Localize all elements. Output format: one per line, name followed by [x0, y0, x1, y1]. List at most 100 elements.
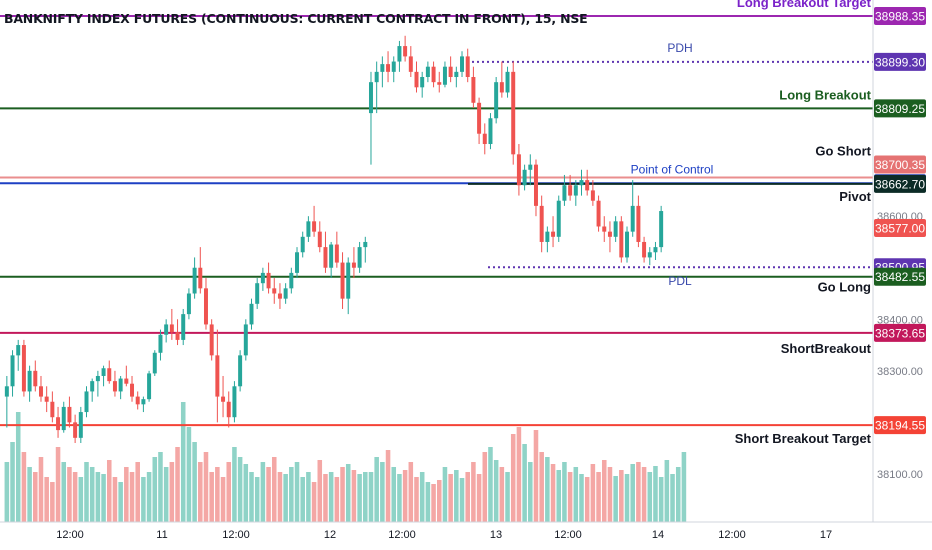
candle-body — [255, 283, 260, 304]
volume-bar — [89, 467, 95, 522]
time-tick-label: 12 — [324, 529, 336, 541]
candle-body — [295, 252, 300, 273]
candle-body — [186, 293, 191, 315]
candle-body — [471, 77, 476, 103]
volume-bar — [351, 470, 357, 522]
time-tick-label: 12:00 — [388, 529, 416, 541]
candle-body — [334, 244, 339, 263]
volume-bar — [33, 472, 38, 522]
candle-body — [84, 391, 89, 413]
volume-bar — [198, 462, 203, 522]
volume-bar — [180, 402, 186, 522]
candle-body — [164, 324, 169, 335]
volume-bar — [567, 472, 573, 522]
candle-body — [283, 288, 288, 299]
price-tag-value: 38662.70 — [875, 177, 925, 191]
candle-body — [78, 412, 83, 438]
volume-bar — [340, 467, 345, 522]
volume-bar — [334, 477, 340, 522]
candle-body — [579, 180, 584, 186]
volume-bar — [488, 447, 493, 522]
candle-body — [613, 221, 618, 237]
volume-bar — [630, 464, 635, 522]
volume-bar — [345, 464, 351, 522]
volume-bar — [266, 467, 271, 522]
candle-body — [636, 205, 641, 242]
price-tick-label: 38300.00 — [877, 366, 923, 378]
candle-body — [408, 56, 413, 72]
candle-body — [95, 375, 100, 382]
volume-bar — [186, 427, 192, 522]
volume-bar — [72, 472, 78, 522]
candle-body — [420, 77, 425, 88]
candle-body — [329, 244, 334, 268]
volume-bar — [146, 472, 152, 522]
volume-bar — [141, 477, 146, 522]
volume-bar — [129, 472, 135, 522]
volume-bar — [436, 480, 442, 522]
volume-bar — [402, 470, 408, 522]
volume-bar — [493, 460, 499, 522]
volume-bar — [175, 447, 180, 522]
volume-bar — [61, 462, 67, 522]
volume-bar — [471, 462, 476, 522]
volume-bar — [10, 442, 15, 522]
volume-bar — [317, 460, 323, 522]
candle-body — [351, 262, 356, 268]
volume-bar — [636, 462, 641, 522]
price-tag-value: 38577.00 — [875, 222, 925, 236]
level-labels: Long Breakout Target PDH Long Breakout Go S… — [631, 0, 872, 446]
candle-body — [101, 368, 106, 376]
level-label: Go Short — [815, 143, 871, 158]
volume-bar — [106, 460, 112, 522]
volume-bar — [368, 472, 374, 522]
volume-bar — [323, 474, 328, 522]
candle-body — [659, 211, 664, 248]
candle-body — [619, 221, 624, 258]
price-tag — [874, 174, 926, 193]
level-label: Long Breakout Target — [737, 0, 872, 10]
candle-body — [112, 381, 117, 392]
candle-body — [653, 247, 658, 253]
volume-bar — [4, 462, 10, 522]
candle-body — [556, 200, 561, 237]
volume-bar — [38, 457, 44, 522]
candle-body — [203, 288, 208, 325]
candle-body — [607, 231, 612, 237]
candle-body — [16, 345, 21, 356]
volume-bar — [294, 462, 300, 522]
volume-bars — [4, 402, 687, 522]
volume-bar — [624, 474, 630, 522]
candle-body — [386, 64, 391, 72]
candle-body — [340, 262, 345, 299]
price-tag — [874, 52, 926, 71]
candle-body — [488, 118, 493, 145]
candle-body — [397, 46, 402, 62]
volume-bar — [232, 447, 237, 522]
candle-body — [630, 205, 635, 232]
price-tag-value: 38482.55 — [875, 270, 925, 284]
candle-body — [4, 386, 9, 397]
volume-bar — [476, 474, 482, 522]
volume-bar — [425, 482, 431, 522]
candle-body — [499, 82, 504, 93]
time-axis[interactable]: 12:00 11 12:00 12 12:00 13 12:00 14 12:00 17 — [56, 529, 832, 541]
chart-title: BANKNIFTY INDEX FUTURES (CONTINUOUS: CUR… — [4, 11, 588, 26]
price-tick-label: 38400.00 — [877, 314, 923, 326]
candle-body — [533, 164, 538, 206]
candle-body — [175, 332, 180, 340]
candle-body — [21, 345, 26, 392]
level-label: Pivot — [839, 189, 871, 204]
candle-body — [181, 314, 186, 340]
price-tag-value: 38988.35 — [875, 10, 925, 24]
volume-bar — [78, 477, 84, 522]
candle-body — [357, 247, 362, 268]
candle-body — [249, 303, 254, 325]
time-tick-label: 12:00 — [718, 529, 746, 541]
candle-body — [141, 399, 146, 405]
volume-bar — [380, 462, 385, 522]
candle-body — [494, 82, 499, 119]
volume-bar — [271, 457, 277, 522]
